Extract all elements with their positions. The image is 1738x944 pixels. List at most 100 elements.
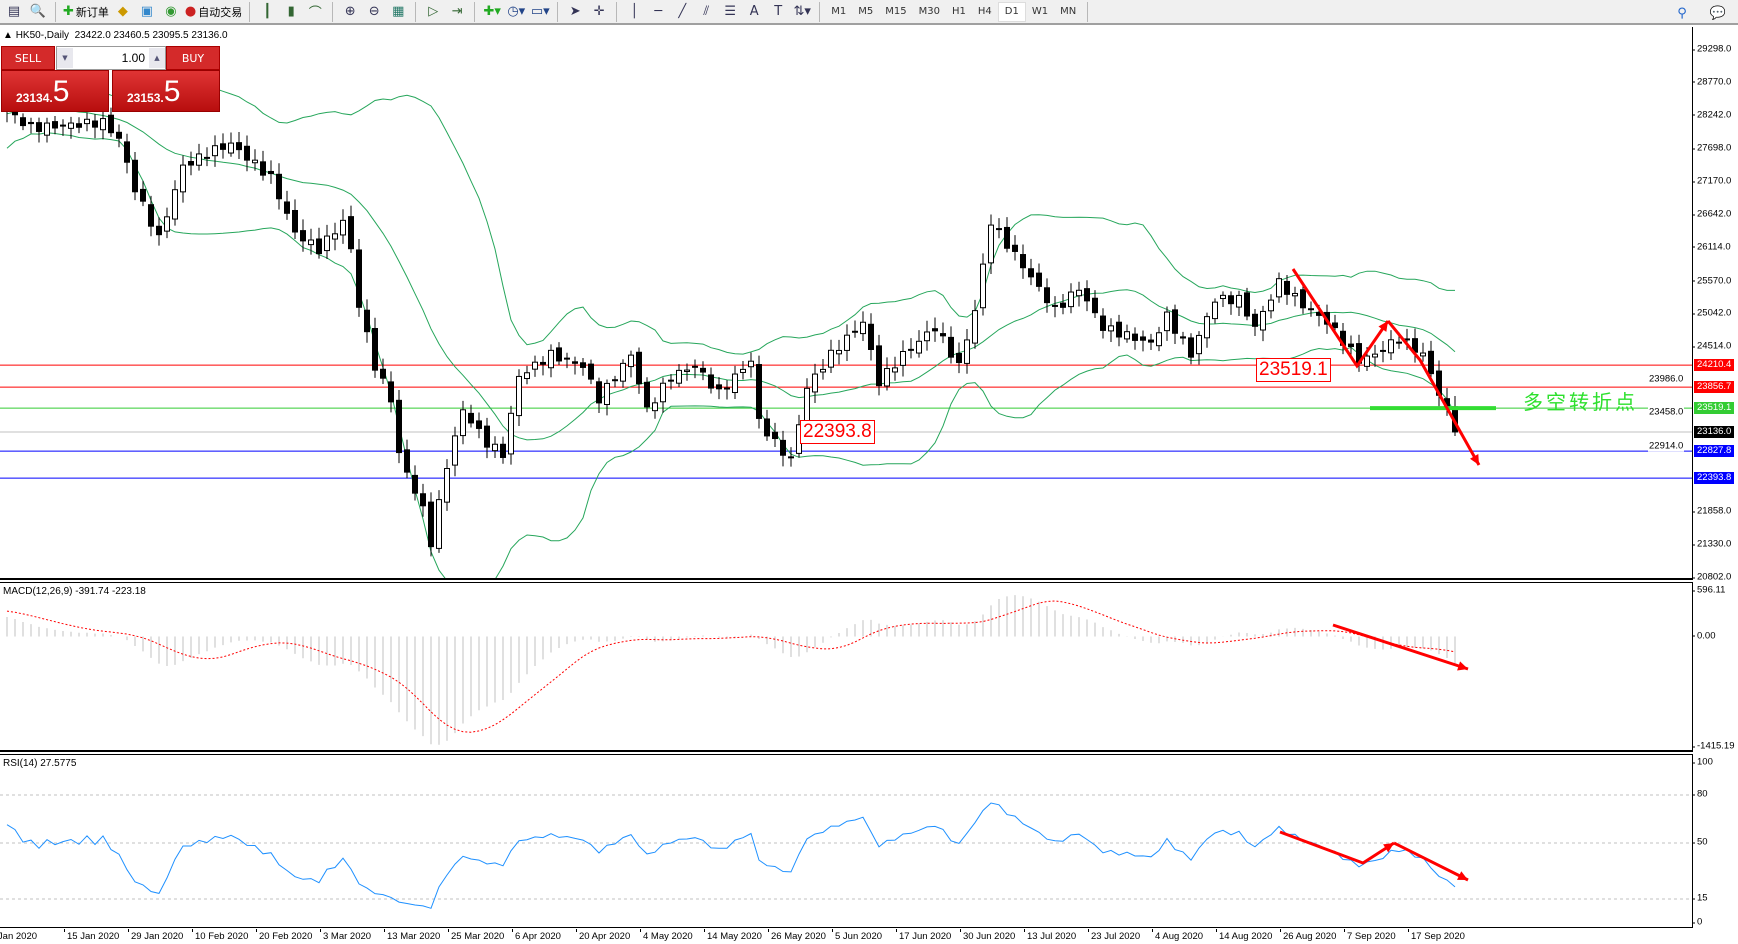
buy-price-button[interactable]: 23153. 5: [112, 70, 220, 112]
data-window-icon[interactable]: 🔍: [29, 4, 47, 19]
price-chart[interactable]: ▲ HK50-,Daily 23422.0 23460.5 23095.5 23…: [0, 27, 1693, 580]
timeframe-mn[interactable]: MN: [1060, 6, 1077, 17]
candle-body: [1180, 336, 1186, 339]
buy-price: 23153: [127, 91, 161, 105]
candle-body: [684, 369, 690, 372]
timeframe-d1[interactable]: D1: [997, 1, 1026, 22]
timeframe-m5[interactable]: M5: [858, 6, 874, 17]
candle-body: [844, 334, 850, 351]
candle-body: [1420, 352, 1426, 357]
candle-body: [1148, 339, 1154, 343]
candle-body: [60, 124, 66, 127]
line-chart-icon[interactable]: ⌒: [308, 6, 322, 21]
lot-input[interactable]: 1.00: [121, 51, 145, 65]
sell-button[interactable]: SELL: [1, 46, 55, 70]
candle-body: [76, 123, 82, 128]
price-tick: 23458.0: [1648, 406, 1685, 418]
vertical-line-icon[interactable]: │: [630, 4, 639, 19]
candle-body: [444, 468, 450, 503]
candle-body: [292, 209, 298, 233]
market-watch-icon[interactable]: ▤: [7, 4, 21, 19]
metaeditor-icon[interactable]: ◆: [117, 4, 128, 19]
buy-dot: .: [160, 91, 164, 105]
text-label-icon[interactable]: T: [774, 4, 783, 19]
timeframe-h4[interactable]: H4: [977, 6, 992, 17]
date-label: 7 Sep 2020: [1344, 929, 1396, 942]
buy-button[interactable]: BUY: [166, 46, 220, 70]
indicators-dropdown-icon[interactable]: ✚▾: [483, 4, 501, 19]
low-price-label: 22393.8: [800, 420, 875, 444]
candle-body: [1284, 280, 1290, 295]
increase-lot-icon[interactable]: ▲: [149, 48, 165, 68]
candle-body: [1020, 254, 1026, 269]
templates-dropdown-icon[interactable]: ▭▾: [530, 4, 550, 19]
time-axis[interactable]: 3 Jan 2020 15 Jan 2020 29 Jan 2020 10 Feb 2…: [0, 929, 1693, 944]
rsi-line: [6, 802, 1456, 909]
trendline-icon[interactable]: ╱: [678, 4, 687, 19]
date-label: 3 Jan 2020: [0, 931, 37, 942]
candle-body: [628, 354, 634, 368]
candle-body: [396, 399, 402, 454]
candle-body: [516, 375, 522, 417]
level-price-tag: 24210.4: [1694, 359, 1735, 372]
search-icon[interactable]: ⚲: [1677, 5, 1687, 21]
tile-windows-icon[interactable]: ▦: [392, 4, 405, 19]
horizontal-line-icon[interactable]: ─: [654, 4, 663, 19]
navigator-icon[interactable]: ▣: [140, 4, 154, 19]
price-tick: 25042.0: [1691, 307, 1732, 319]
zoom-in-icon[interactable]: ⊕: [344, 4, 356, 19]
signals-icon[interactable]: ◉: [165, 4, 177, 19]
new-order-button[interactable]: ✚ 新订单: [63, 4, 109, 19]
rsi-tick: 50: [1692, 836, 1708, 848]
bar-chart-icon[interactable]: ┃: [263, 4, 272, 19]
candle-body: [308, 239, 314, 246]
candle-body: [1164, 311, 1170, 332]
price-axis[interactable]: 29298.0 28770.0 28242.0 27698.0 27170.0 26642…: [1691, 27, 1738, 583]
bollinger-lower: [6, 132, 1456, 578]
candle-body: [1028, 268, 1034, 278]
candlestick-icon[interactable]: ▮: [287, 4, 295, 19]
chart-shift-icon[interactable]: ⇥: [451, 4, 463, 19]
candle-body: [1012, 244, 1018, 252]
date-label: 4 Aug 2020: [1151, 929, 1204, 942]
candle-body: [436, 499, 442, 549]
chat-icon[interactable]: 💬: [1709, 5, 1727, 21]
text-icon[interactable]: A: [749, 4, 759, 19]
zoom-out-icon[interactable]: ⊖: [368, 4, 380, 19]
candle-body: [508, 412, 514, 455]
periods-dropdown-icon[interactable]: ◷▾: [507, 4, 526, 19]
timeframe-m1[interactable]: M1: [831, 6, 847, 17]
auto-trade-button[interactable]: ● 自动交易: [184, 4, 243, 19]
candle-body: [980, 263, 986, 309]
decrease-lot-icon[interactable]: ▼: [57, 48, 73, 68]
timeframe-m30[interactable]: M30: [918, 6, 940, 17]
lot-stepper[interactable]: ▼ 1.00 ▲: [56, 46, 166, 70]
candle-body: [892, 367, 898, 373]
candle-body: [572, 361, 578, 364]
timeframe-w1[interactable]: W1: [1031, 6, 1049, 17]
candle-body: [1084, 288, 1090, 302]
crosshair-icon[interactable]: ✛: [593, 4, 605, 19]
timeframe-h1[interactable]: H1: [951, 6, 966, 17]
candle-body: [140, 188, 146, 202]
candle-body: [860, 321, 866, 335]
arrows-dropdown-icon[interactable]: ⇅▾: [793, 4, 811, 19]
candle-body: [1060, 302, 1066, 308]
equidistant-channel-icon[interactable]: ⫽: [703, 4, 710, 19]
cursor-icon[interactable]: ➤: [569, 4, 581, 19]
auto-scroll-icon[interactable]: ▷: [428, 4, 439, 19]
buy-price-digit: 5: [163, 75, 181, 108]
macd-pane[interactable]: MACD(12,26,9) -391.74 -223.18: [0, 582, 1693, 752]
candle-body: [148, 204, 154, 227]
rsi-trend-arrow-down-up: [1279, 830, 1395, 865]
fibonacci-icon[interactable]: ☰: [724, 4, 737, 19]
candle-body: [1252, 313, 1258, 327]
timeframe-m15[interactable]: M15: [885, 6, 907, 17]
rsi-pane[interactable]: RSI(14) 27.5775: [0, 754, 1693, 928]
candle-body: [1068, 291, 1074, 308]
chart-title: HK50-,Daily: [15, 30, 70, 41]
sell-price-button[interactable]: 23134. 5: [1, 70, 109, 112]
price-tick: 22914.0: [1648, 440, 1685, 452]
candle-body: [716, 384, 722, 390]
candle-body: [1268, 299, 1274, 312]
